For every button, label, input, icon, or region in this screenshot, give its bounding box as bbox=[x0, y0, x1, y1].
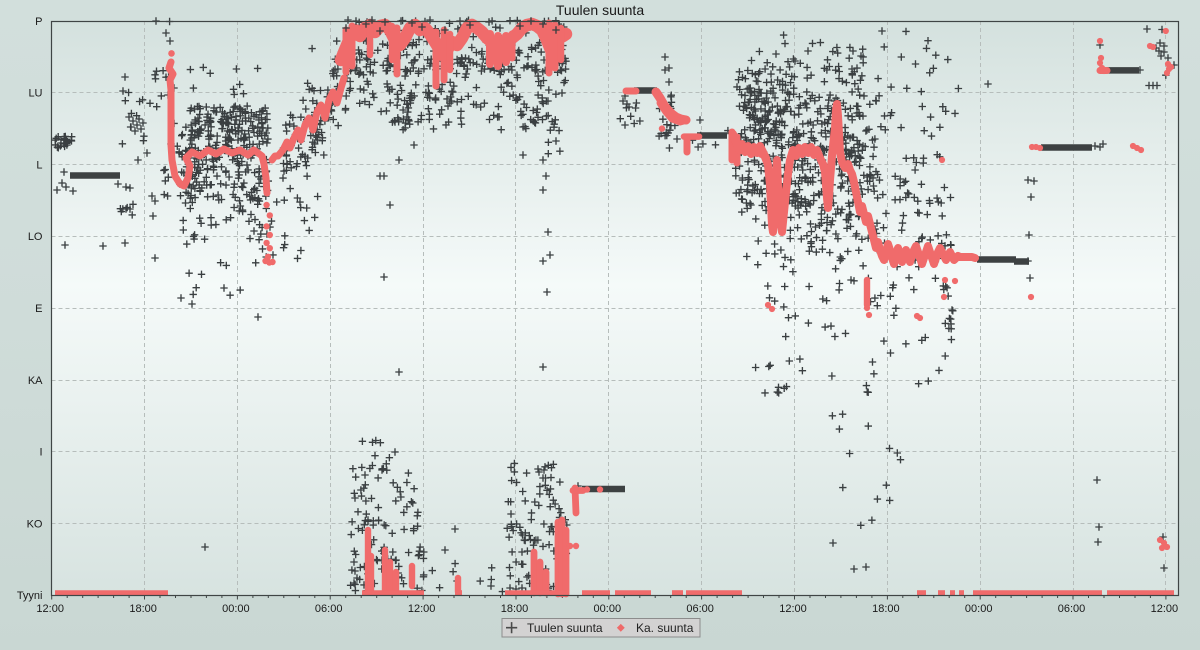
svg-text:12:00: 12:00 bbox=[36, 603, 64, 615]
svg-text:I: I bbox=[39, 447, 42, 459]
svg-text:06:00: 06:00 bbox=[1058, 603, 1086, 615]
svg-text:00:00: 00:00 bbox=[594, 603, 622, 615]
svg-text:00:00: 00:00 bbox=[965, 603, 993, 615]
svg-text:P: P bbox=[35, 16, 42, 28]
svg-text:06:00: 06:00 bbox=[315, 603, 343, 615]
svg-text:18:00: 18:00 bbox=[501, 603, 529, 615]
svg-text:00:00: 00:00 bbox=[222, 603, 250, 615]
svg-text:Ka. suunta: Ka. suunta bbox=[636, 621, 694, 635]
svg-text:18:00: 18:00 bbox=[872, 603, 900, 615]
svg-text:Tyyni: Tyyni bbox=[17, 590, 43, 602]
svg-text:LU: LU bbox=[28, 88, 42, 100]
svg-text:E: E bbox=[35, 303, 42, 315]
svg-text:12:00: 12:00 bbox=[1151, 603, 1179, 615]
svg-text:06:00: 06:00 bbox=[686, 603, 714, 615]
svg-text:KA: KA bbox=[28, 375, 43, 387]
svg-text:KO: KO bbox=[27, 518, 43, 530]
svg-text:L: L bbox=[36, 159, 42, 171]
svg-text:12:00: 12:00 bbox=[408, 603, 436, 615]
svg-text:LO: LO bbox=[28, 231, 43, 243]
svg-text:Tuulen suunta: Tuulen suunta bbox=[556, 2, 644, 18]
svg-text:18:00: 18:00 bbox=[129, 603, 157, 615]
svg-text:Tuulen suunta: Tuulen suunta bbox=[527, 621, 603, 635]
svg-text:12:00: 12:00 bbox=[779, 603, 807, 615]
